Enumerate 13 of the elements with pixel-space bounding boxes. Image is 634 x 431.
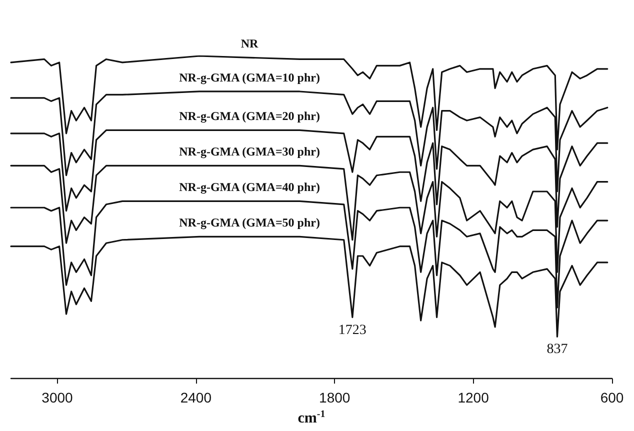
series-label: NR xyxy=(240,36,259,51)
annotation: 1723 xyxy=(338,322,366,338)
series-label: NR-g-GMA (GMA=10 phr) xyxy=(179,70,320,84)
x-tick-label: 1800 xyxy=(319,390,350,406)
series-label: NR-g-GMA (GMA=40 phr) xyxy=(179,180,320,194)
series-label: NR-g-GMA (GMA=20 phr) xyxy=(179,109,320,124)
x-tick-label: 1200 xyxy=(458,390,490,406)
series-label: NR-g-GMA (GMA=30 phr) xyxy=(179,144,320,159)
x-tick-label: 2400 xyxy=(180,390,212,406)
x-tick-label: 3000 xyxy=(42,390,74,406)
x-tick-label: 600 xyxy=(600,390,624,406)
series-label: NR-g-GMA (GMA=50 phr) xyxy=(179,216,320,230)
annotation: 837 xyxy=(546,342,568,358)
